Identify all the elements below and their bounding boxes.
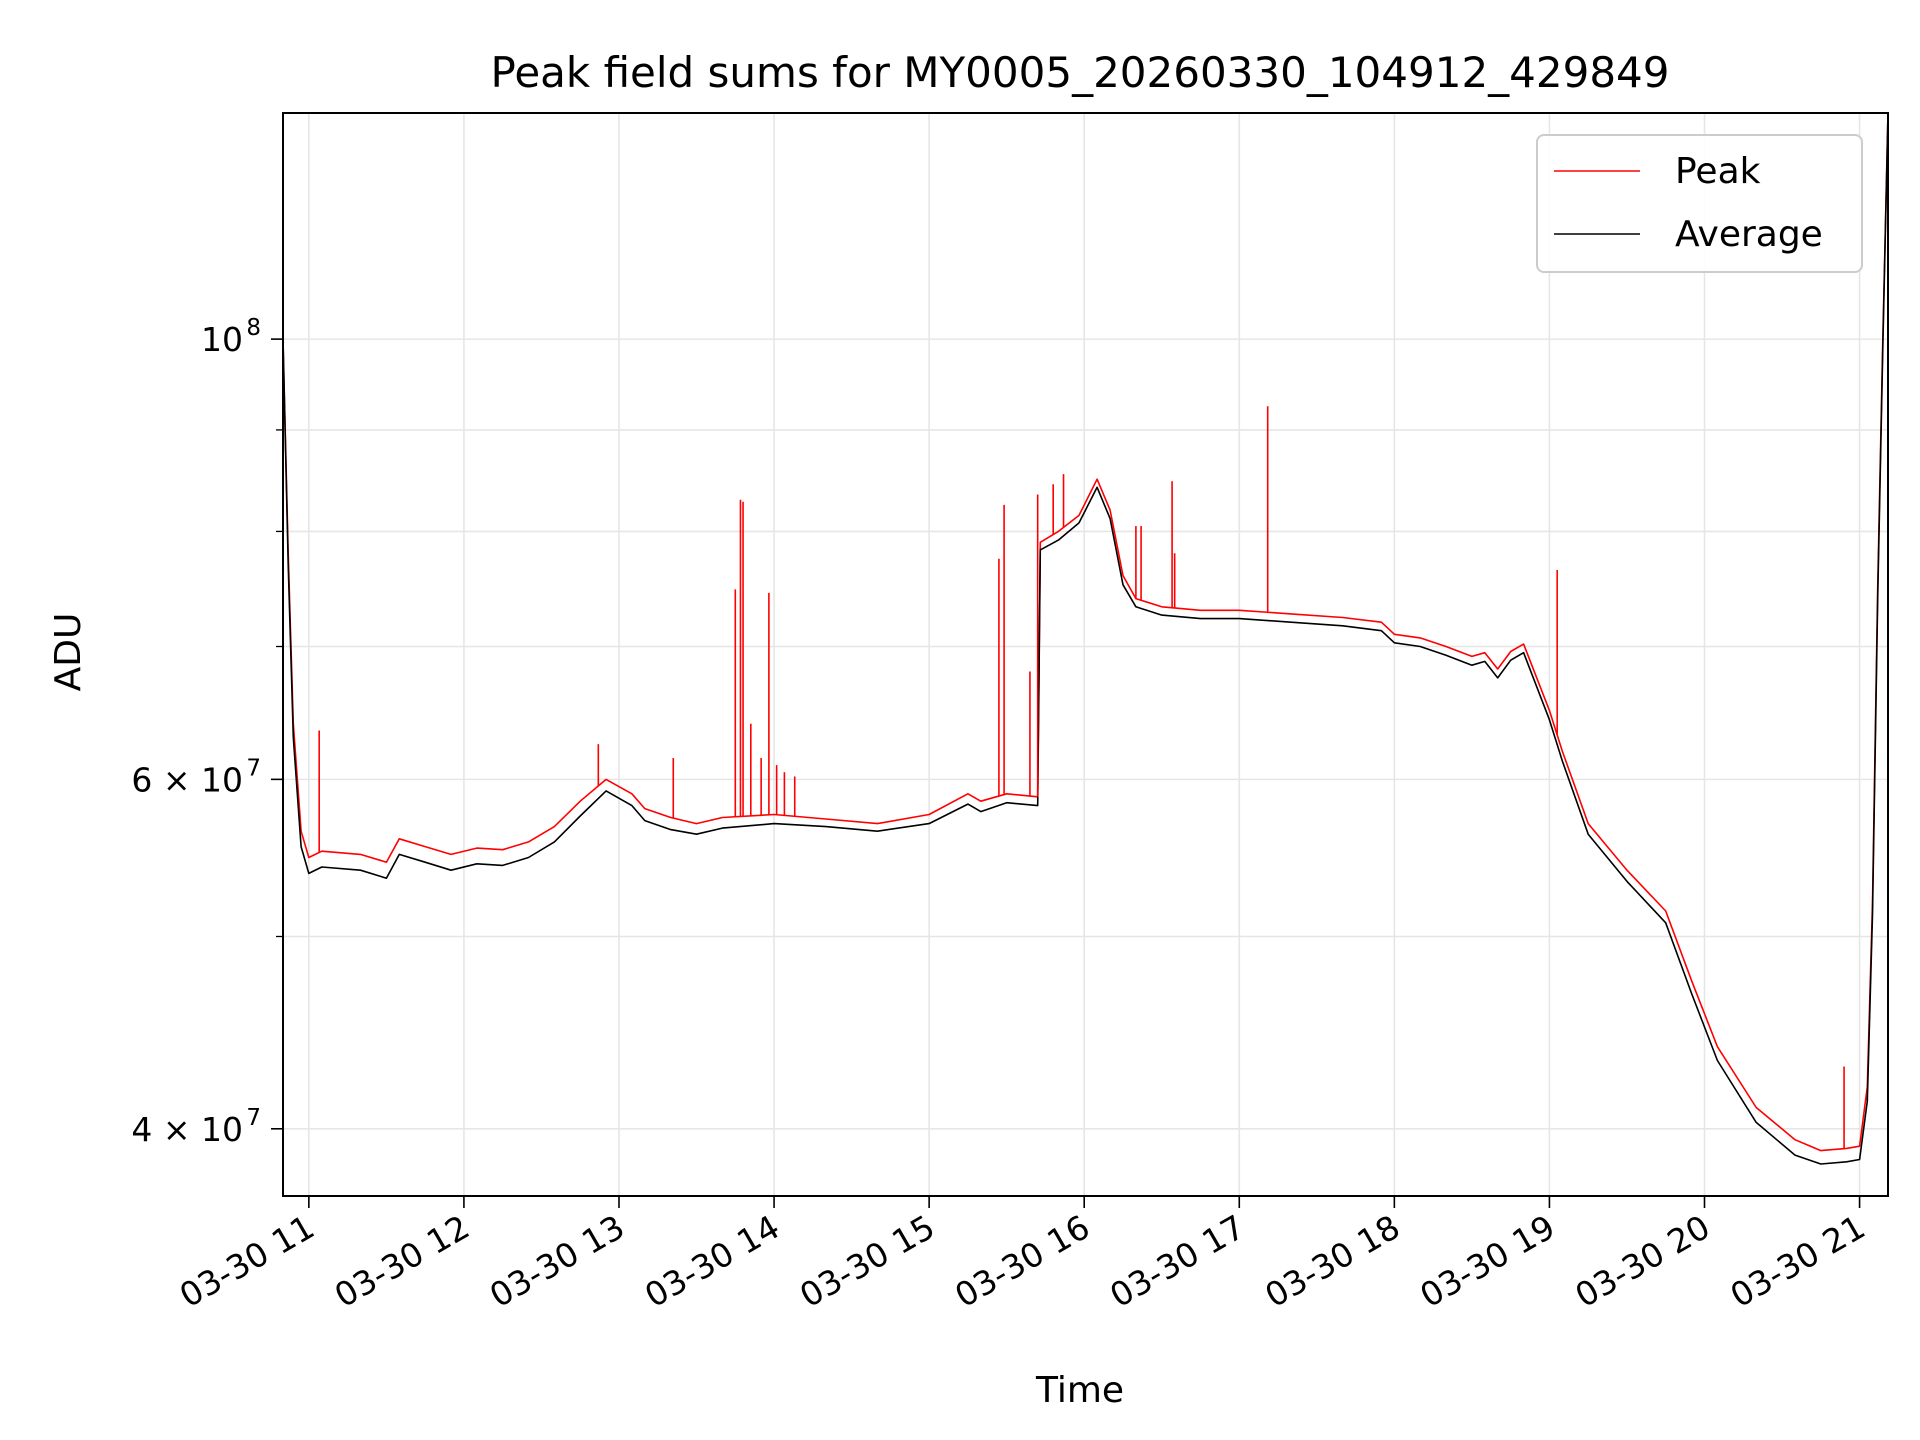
chart-title: Peak field sums for MY0005_20260330_1049… (490, 48, 1669, 97)
x-tick-label: 03-30 20 (1569, 1207, 1717, 1315)
y-tick-label: 10 (201, 320, 243, 359)
x-tick-label: 03-30 17 (1103, 1207, 1251, 1315)
series-line-average (283, 113, 1888, 1165)
x-tick-label: 03-30 15 (793, 1207, 941, 1315)
y-tick-exponent: 7 (246, 755, 261, 781)
legend-label-average: Average (1675, 214, 1823, 255)
x-tick-label: 03-30 16 (948, 1207, 1096, 1315)
grid-lines (283, 113, 1888, 1196)
plot-area-frame (282, 112, 1889, 1197)
x-axis-label: Time (1035, 1370, 1124, 1411)
legend: Peak Average (1536, 134, 1863, 273)
series-layer (283, 113, 1888, 1165)
legend-box (1536, 134, 1863, 273)
x-tick-label: 03-30 12 (328, 1207, 476, 1315)
x-tick-label: 03-30 13 (483, 1207, 631, 1315)
y-tick-label: 6 × 10 (131, 760, 243, 799)
y-tick-label: 4 × 10 (131, 1110, 243, 1149)
x-tick-label: 03-30 19 (1413, 1207, 1561, 1315)
x-tick-label: 03-30 21 (1724, 1207, 1872, 1315)
x-tick-label: 03-30 11 (173, 1207, 321, 1315)
legend-label-peak: Peak (1675, 151, 1761, 192)
y-tick-exponent: 8 (246, 315, 261, 341)
x-tick-label: 03-30 14 (638, 1207, 786, 1315)
y-axis-label: ADU (48, 613, 89, 692)
x-tick-label: 03-30 18 (1258, 1207, 1406, 1315)
y-tick-exponent: 7 (246, 1105, 261, 1131)
x-axis-ticks: 03-30 11 03-30 12 03-30 13 03-30 14 03-30 15… (173, 1196, 1872, 1315)
series-line-peak (283, 113, 1888, 1152)
